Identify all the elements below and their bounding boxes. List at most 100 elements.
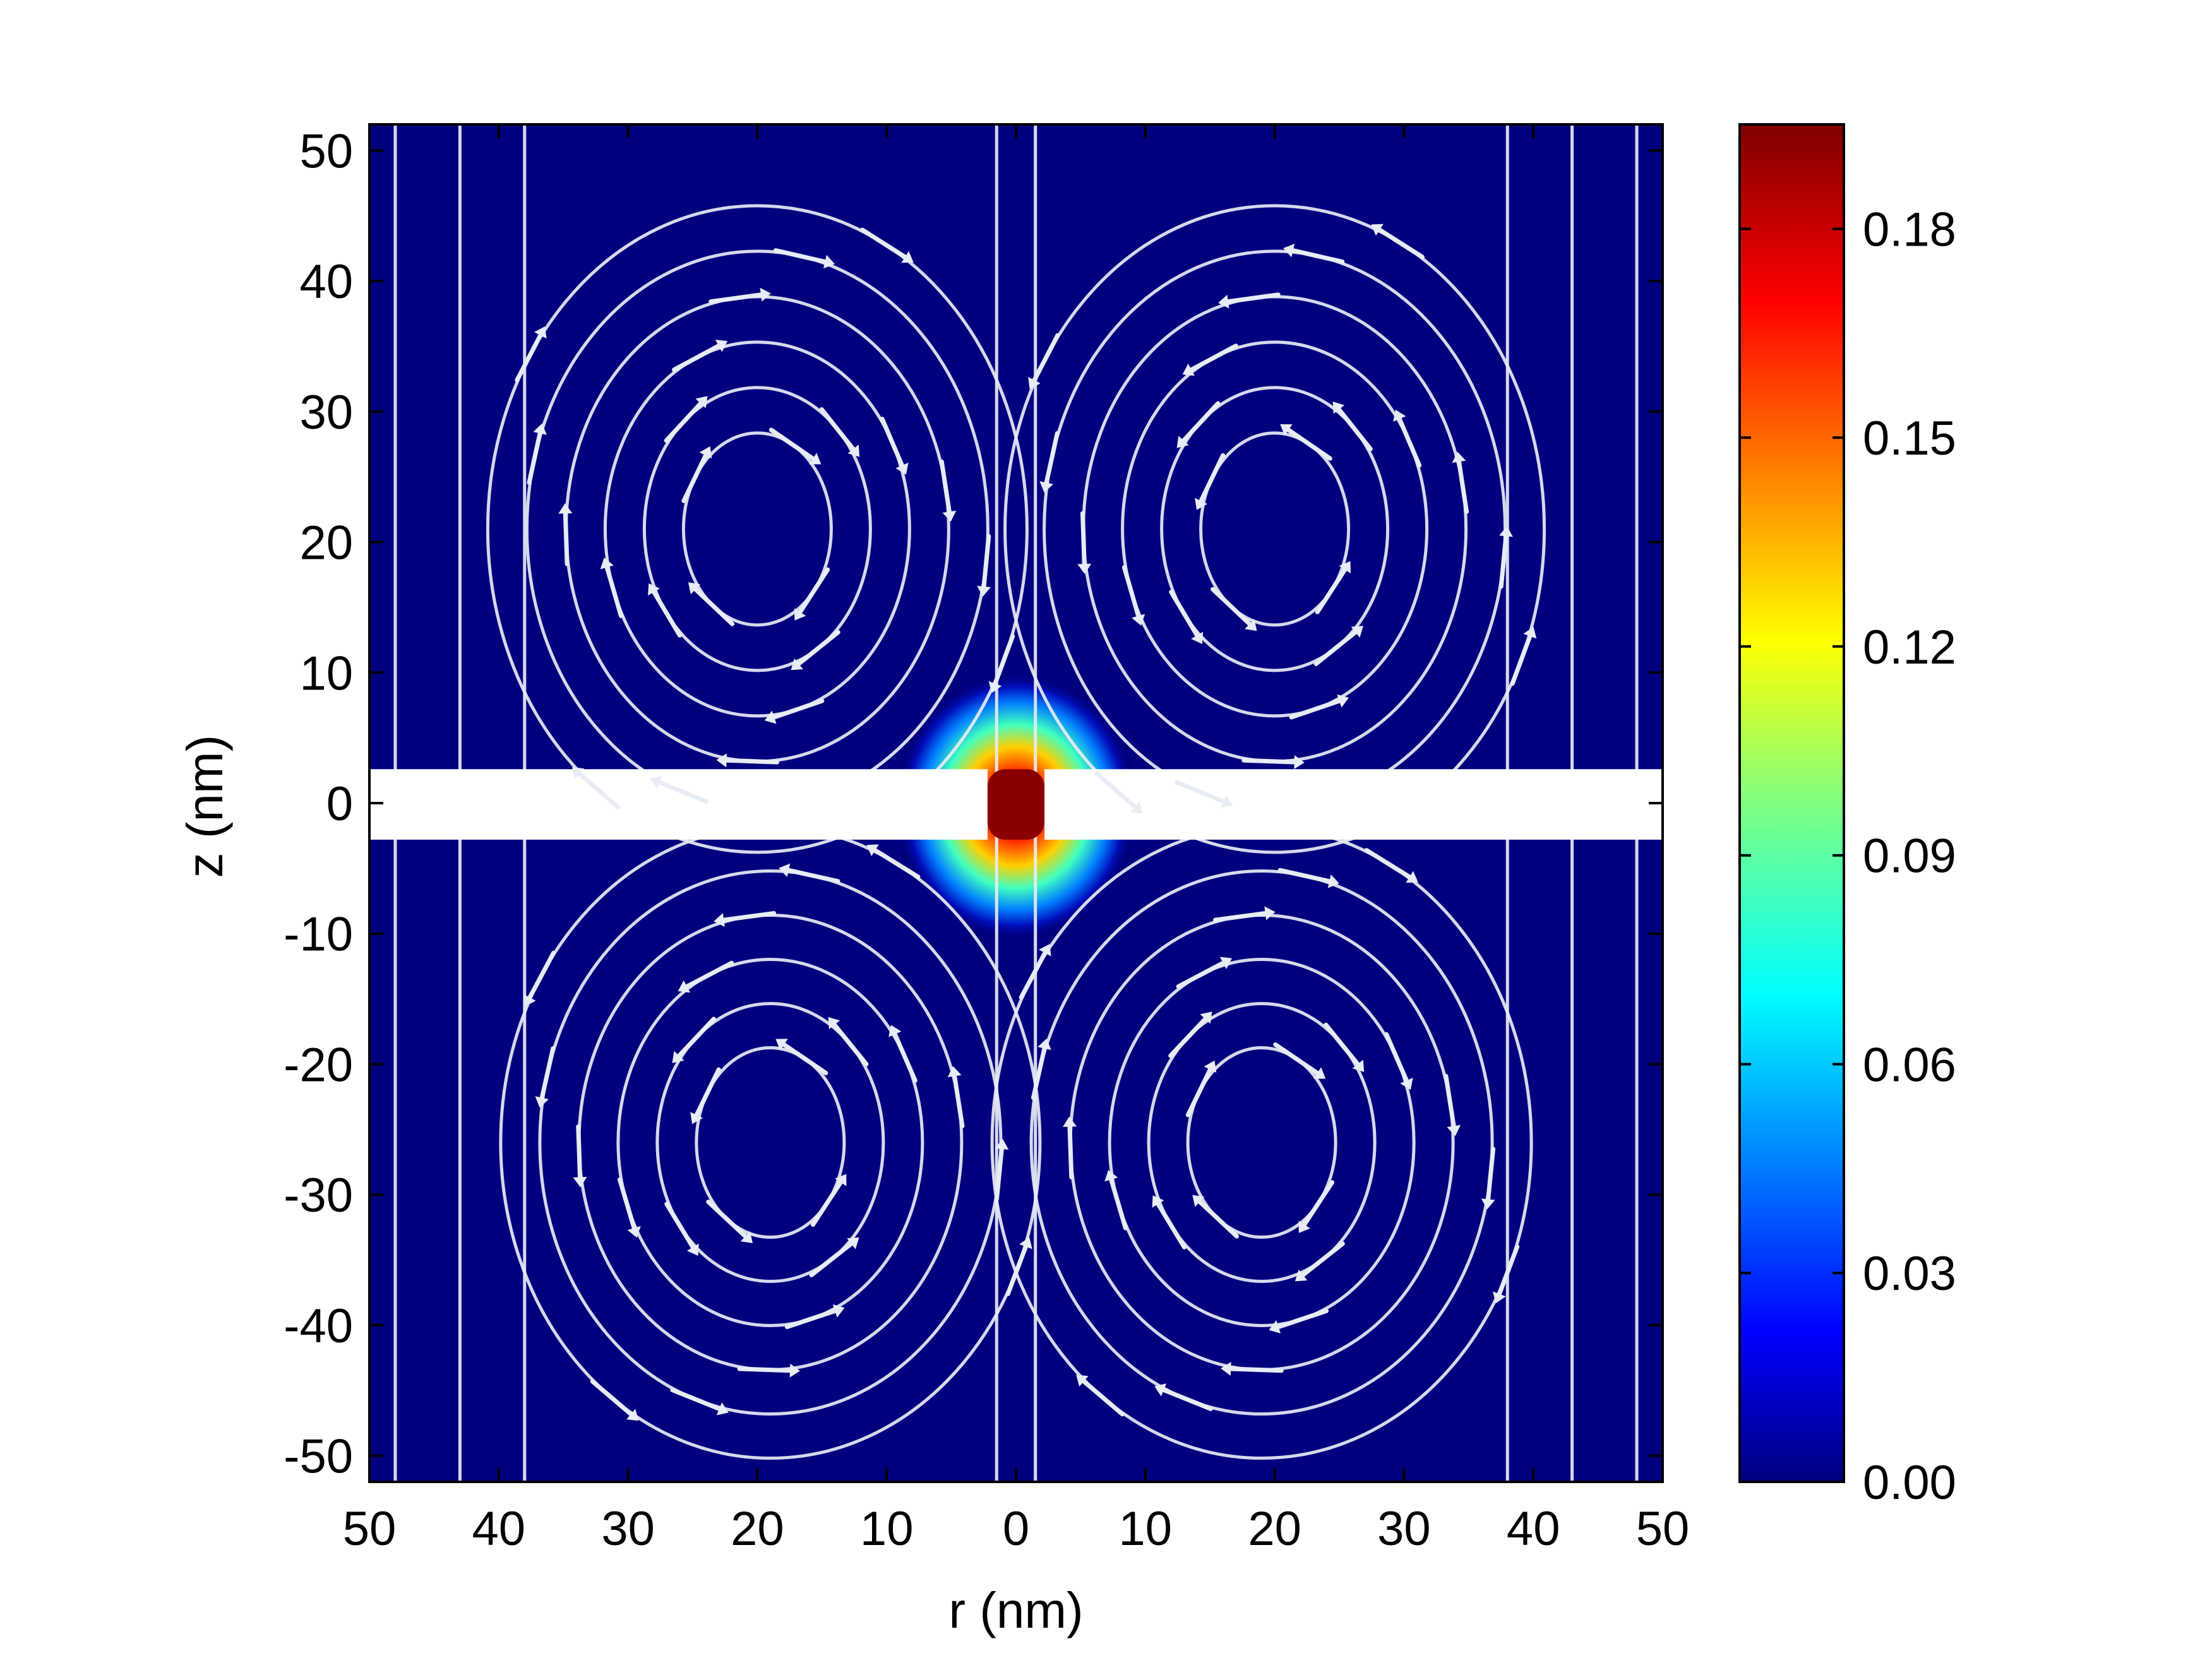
velocity-arrow-head [847,444,860,457]
velocity-arrow [604,565,623,618]
velocity-arrow-head [1204,1060,1217,1073]
velocity-arrow [737,1366,792,1373]
velocity-arrow-head [1176,436,1189,448]
velocity-arrow-head [1313,1067,1326,1079]
heatmap-plot: 50 40 30 20 10 0 10 20 30 40 50 50 40 30 20 10 0 -10 -20 -… [177,123,1689,1638]
velocity-arrow-head [1182,363,1195,376]
velocity-arrow [1384,1032,1409,1083]
velocity-arrow-head [1062,1116,1077,1127]
velocity-arrow [1300,1241,1345,1277]
velocity-arrow [1273,1042,1320,1075]
velocity-arrow-head [895,462,909,475]
velocity-arrow [670,1387,722,1411]
velocity-arrow-head [1294,1269,1308,1282]
velocity-arrow-head [835,1174,847,1186]
colorbar-ticks: 0.00 0.03 0.06 0.09 0.12 0.15 0.18 [1740,203,1956,1510]
velocity-arrow-head [1130,801,1143,814]
velocity-arrow [1498,534,1509,589]
velocity-arrow-head [789,1363,800,1378]
velocity-arrow-head [977,585,991,597]
velocity-arrow [1175,780,1226,804]
velocity-arrow [1156,1202,1187,1249]
velocity-arrow-head [1280,424,1293,436]
velocity-arrow [981,534,991,589]
velocity-arrow [1197,1199,1240,1239]
velocity-arrow-head [1332,402,1345,414]
velocity-arrow [576,1124,583,1179]
velocity-arrow-head [715,340,728,352]
velocity-arrow [515,333,543,383]
velocity-arrow [1302,1180,1335,1227]
velocity-arrow-head [1132,614,1145,626]
vortex-streamline [681,431,833,627]
velocity-arrow-head [600,558,614,570]
velocity-arrow [664,1202,695,1249]
velocity-arrow-head [1352,1059,1365,1072]
velocity-arrow [1444,1073,1456,1128]
vortex-streamline [1147,1002,1377,1283]
velocity-arrow-head [794,608,806,621]
velocity-arrow-head [1191,631,1204,645]
velocity-arrow [773,248,827,265]
velocity-arrow-head [1039,944,1051,957]
velocity-arrow [1286,427,1332,461]
vortex-streamline [655,1002,885,1283]
velocity-arrow-head [1452,451,1466,463]
y-tick-label: -20 [284,1038,353,1092]
velocity-arrow-head [1493,1291,1506,1304]
velocity-arrow-head [1221,795,1233,808]
velocity-arrow [1291,248,1345,265]
velocity-arrow-head [1283,243,1295,258]
velocity-arrow [708,292,763,304]
colorbar-tick-label: 0.15 [1863,412,1956,465]
velocity-arrow [1510,634,1533,686]
velocity-arrow [1315,567,1348,614]
velocity-arrow [1377,227,1425,259]
velocity-arrow [993,634,1015,686]
y-tick-label: 30 [299,386,353,439]
colorbar-tick-label: 0.18 [1863,203,1956,256]
velocity-arrow-head [995,1138,1009,1150]
velocity-arrow [1176,960,1226,989]
y-tick-label: -10 [284,908,353,962]
velocity-arrow-head [1039,481,1053,493]
velocity-arrow-head [523,994,536,1006]
velocity-arrow [681,453,708,503]
velocity-arrow-head [1523,626,1537,639]
velocity-arrow [1109,1177,1128,1231]
velocity-arrow [1289,698,1342,720]
velocity-arrow-head [648,583,660,596]
velocity-arrow [1168,1017,1208,1058]
colorbar: 0.00 0.03 0.06 0.09 0.12 0.15 0.18 [1738,123,1956,1510]
velocity-arrow-head [740,1231,753,1243]
y-tick-label: 40 [299,255,353,309]
velocity-arrow [798,567,830,614]
velocity-arrow-head [847,1237,859,1249]
x-tick-label: 30 [601,1502,655,1556]
velocity-arrow [721,910,777,922]
velocity-arrow-head [1154,1383,1167,1397]
velocity-arrow [952,1073,965,1128]
vortex-streamline [1160,386,1390,672]
y-tick-label: 20 [299,516,353,570]
vortex-streamline [1029,869,1494,1416]
velocity-arrow [1189,343,1238,373]
velocity-arrow-head [1264,906,1276,921]
colorbar-tick-label: 0.06 [1863,1038,1956,1092]
velocity-arrow [1199,453,1226,503]
velocity-arrow-head [828,1017,840,1030]
velocity-arrow-head [1327,874,1339,888]
velocity-arrow-head [1192,1195,1205,1207]
velocity-arrow-head [1037,1038,1051,1050]
velocity-arrow-head [1339,561,1351,574]
velocity-arrow-head [1298,1220,1310,1233]
velocity-arrow [664,401,703,443]
velocity-arrow [1364,848,1412,880]
velocity-arrow-head [1077,563,1092,575]
velocity-arrow-head [1351,626,1363,638]
velocity-arrow-head [699,446,712,459]
velocity-arrow [1067,1124,1074,1179]
velocity-arrow [832,1022,869,1066]
velocity-arrow [1080,511,1087,566]
